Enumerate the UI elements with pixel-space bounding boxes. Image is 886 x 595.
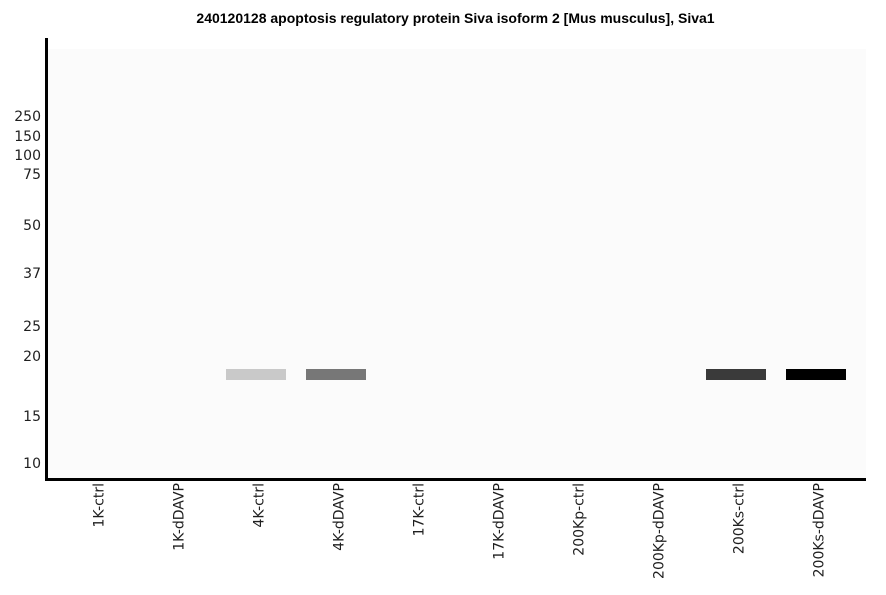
blot-band bbox=[786, 368, 846, 380]
x-tick-label: 200Ks-dDAVP bbox=[811, 483, 828, 578]
x-tick-label: 1K-ctrl bbox=[91, 483, 108, 528]
x-tick-label: 200Kp-ctrl bbox=[571, 483, 588, 556]
chart-title: 240120128 apoptosis regulatory protein S… bbox=[196, 10, 715, 26]
y-tick-label: 50 bbox=[23, 218, 41, 234]
y-tick-label: 250 bbox=[14, 109, 41, 125]
x-tick-label: 200Ks-ctrl bbox=[731, 483, 748, 555]
y-tick-label: 25 bbox=[23, 319, 41, 335]
x-tick-label: 4K-dDAVP bbox=[331, 483, 348, 551]
x-axis-line bbox=[45, 478, 866, 481]
x-tick-label: 4K-ctrl bbox=[251, 483, 268, 528]
y-tick-label: 10 bbox=[23, 456, 41, 472]
y-tick-label: 75 bbox=[23, 167, 41, 183]
blot-band bbox=[226, 368, 286, 380]
y-tick-label: 37 bbox=[23, 266, 41, 282]
x-tick-label: 17K-dDAVP bbox=[491, 483, 508, 560]
y-tick-label: 20 bbox=[23, 349, 41, 365]
blot-band bbox=[706, 368, 766, 380]
y-tick-label: 150 bbox=[14, 129, 41, 145]
plot-area bbox=[47, 49, 866, 478]
x-tick-label: 200Kp-dDAVP bbox=[651, 483, 668, 579]
blot-band bbox=[306, 368, 366, 380]
x-tick-label: 17K-ctrl bbox=[411, 483, 428, 537]
x-tick-label: 1K-dDAVP bbox=[171, 483, 188, 551]
y-axis-line bbox=[45, 38, 48, 481]
y-tick-label: 100 bbox=[14, 148, 41, 164]
y-tick-label: 15 bbox=[23, 409, 41, 425]
